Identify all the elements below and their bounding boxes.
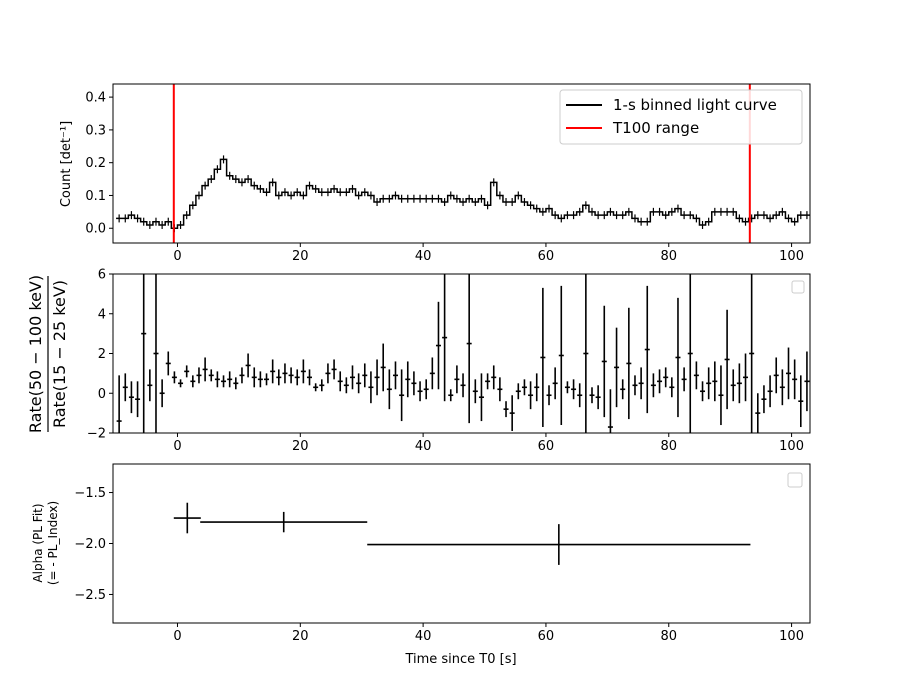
y-tick-label: 0.1 bbox=[85, 189, 106, 204]
light-curve-marks bbox=[116, 84, 810, 243]
light-curve-ticks: 0 20 40 60 80 100 0.0 0.1 0.2 0.3 0.4 bbox=[85, 91, 804, 264]
hardness-ratio-legend-box bbox=[791, 280, 805, 294]
y-tick-label: 6 bbox=[98, 268, 106, 283]
y-tick-label: 0.3 bbox=[85, 123, 106, 138]
y-tick-label: 0.2 bbox=[85, 156, 106, 171]
spectral-index-ticks: 0 20 40 60 80 100 −2.5 −2.0 −1.5 bbox=[74, 486, 804, 644]
x-tick-label: 20 bbox=[292, 439, 309, 454]
y-tick-label: −2.5 bbox=[74, 588, 106, 603]
x-tick-label: 0 bbox=[173, 439, 181, 454]
x-axis-label: Time since T0 [s] bbox=[404, 652, 516, 667]
x-tick-label: 0 bbox=[173, 249, 181, 264]
light-curve-legend: 1-s binned light curve T100 range bbox=[559, 89, 803, 145]
x-tick-label: 60 bbox=[538, 249, 555, 264]
y-tick-label: −2 bbox=[87, 427, 106, 442]
x-tick-label: 40 bbox=[415, 439, 432, 454]
x-tick-label: 100 bbox=[779, 629, 804, 644]
y-tick-label: 2 bbox=[98, 347, 106, 362]
x-tick-label: 20 bbox=[292, 249, 309, 264]
x-tick-label: 80 bbox=[660, 249, 677, 264]
hardness-ratio-axes-frame bbox=[112, 273, 811, 434]
y-tick-label: 0 bbox=[98, 387, 106, 402]
x-tick-label: 80 bbox=[660, 629, 677, 644]
light-curve-line bbox=[116, 158, 810, 229]
hardness-ratio-y-label-denominator: Rate(15 − 25 keV) bbox=[50, 280, 69, 428]
x-tick-label: 100 bbox=[779, 249, 804, 264]
light-curve-panel: 0 20 40 60 80 100 0.0 0.1 0.2 0.3 0.4 Count [det⁻¹… bbox=[59, 83, 811, 264]
light-curve-legend-box bbox=[559, 89, 803, 145]
hardness-ratio-panel: 0 20 40 60 80 100 −2 0 2 4 6 Rate(50 − 100 keV) Ra… bbox=[26, 268, 811, 455]
spectral-index-marks bbox=[173, 502, 751, 565]
hardness-ratio-y-axis-label: Rate(50 − 100 keV) Rate(15 − 25 keV) bbox=[26, 275, 69, 433]
legend-label-light-curve: 1-s binned light curve bbox=[613, 96, 777, 114]
hardness-ratio-ticks: 0 20 40 60 80 100 −2 0 2 4 6 bbox=[87, 268, 804, 455]
x-tick-label: 60 bbox=[538, 629, 555, 644]
x-tick-label: 40 bbox=[415, 629, 432, 644]
spectral-index-y-label-line2: (= - PL_Index) bbox=[46, 501, 60, 585]
spectral-index-panel: 0 20 40 60 80 100 −2.5 −2.0 −1.5 Alpha (PL Fit) … bbox=[31, 463, 811, 644]
spectral-index-legend-box bbox=[787, 472, 803, 488]
spectral-index-y-axis-label: Alpha (PL Fit) (= - PL_Index) bbox=[31, 501, 60, 585]
y-tick-label: −1.5 bbox=[74, 486, 106, 501]
spectral-index-axes-frame bbox=[112, 463, 811, 624]
y-tick-label: 0.4 bbox=[85, 91, 106, 106]
spectral-index-y-label-line1: Alpha (PL Fit) bbox=[31, 503, 45, 582]
y-tick-label: 4 bbox=[98, 307, 106, 322]
hardness-ratio-y-label-numerator: Rate(50 − 100 keV) bbox=[26, 275, 45, 433]
x-tick-label: 0 bbox=[173, 629, 181, 644]
y-tick-label: 0.0 bbox=[85, 222, 106, 237]
light-curve-y-axis-label: Count [det⁻¹] bbox=[59, 121, 74, 207]
y-tick-label: −2.0 bbox=[74, 537, 106, 552]
light-curve-axes-frame bbox=[112, 83, 811, 244]
x-tick-label: 20 bbox=[292, 629, 309, 644]
x-tick-label: 100 bbox=[779, 439, 804, 454]
legend-label-t100-range: T100 range bbox=[612, 119, 699, 137]
x-tick-label: 40 bbox=[415, 249, 432, 264]
x-tick-label: 80 bbox=[660, 439, 677, 454]
hardness-ratio-marks bbox=[116, 274, 810, 433]
x-tick-label: 60 bbox=[538, 439, 555, 454]
